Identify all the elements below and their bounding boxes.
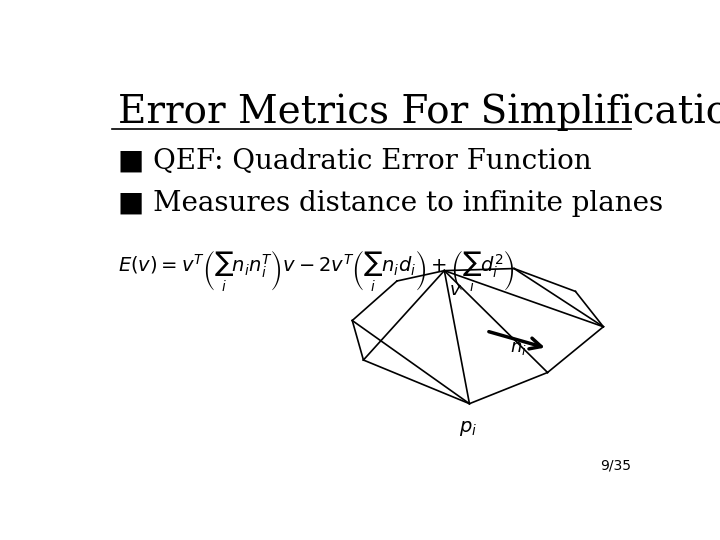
Text: ■ QEF: Quadratic Error Function: ■ QEF: Quadratic Error Function (118, 148, 592, 175)
Text: 9/35: 9/35 (600, 458, 631, 472)
Text: $v$: $v$ (449, 281, 462, 299)
Text: $p_i$: $p_i$ (459, 419, 477, 438)
Text: Error Metrics For Simplification: Error Metrics For Simplification (118, 94, 720, 131)
Text: $n_i$: $n_i$ (510, 339, 526, 357)
Text: $E(v) = v^T \left( \sum_i n_i n_i^T \right) v - 2v^T \left( \sum_i n_i d_i \righ: $E(v) = v^T \left( \sum_i n_i n_i^T \rig… (118, 248, 515, 293)
Text: ■ Measures distance to infinite planes: ■ Measures distance to infinite planes (118, 190, 663, 217)
